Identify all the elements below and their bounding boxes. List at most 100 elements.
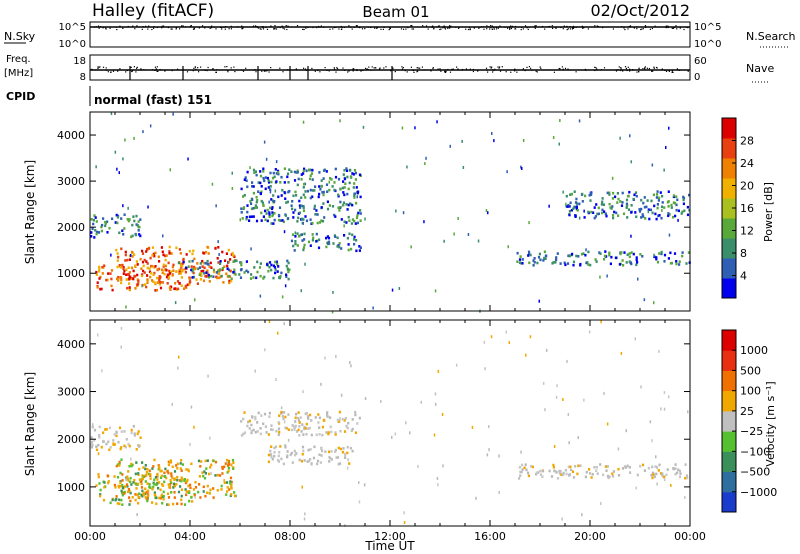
heatmap-cell bbox=[672, 467, 675, 471]
heatmap-cell bbox=[572, 260, 576, 264]
heatmap-cell bbox=[403, 521, 406, 524]
heatmap-cell bbox=[335, 456, 338, 459]
heatmap-cell bbox=[676, 198, 679, 202]
heatmap-cell bbox=[561, 517, 563, 521]
heatmap-cell bbox=[124, 250, 127, 254]
heatmap-cell bbox=[167, 471, 170, 475]
heatmap-cell bbox=[269, 185, 272, 188]
nsky-dot bbox=[215, 28, 217, 30]
heatmap-cell bbox=[116, 167, 118, 171]
heatmap-cell bbox=[309, 244, 312, 247]
heatmap-cell bbox=[347, 243, 350, 246]
heatmap-cell bbox=[566, 262, 570, 265]
heatmap-cell bbox=[604, 465, 607, 468]
heatmap-cell bbox=[125, 483, 129, 486]
heatmap-cell bbox=[125, 268, 128, 272]
heatmap-cell bbox=[324, 450, 327, 453]
heatmap-cell bbox=[603, 210, 606, 213]
heatmap-cell bbox=[270, 263, 273, 267]
heatmap-cell bbox=[223, 481, 226, 484]
heatmap-cell bbox=[182, 260, 185, 264]
heatmap-cell bbox=[134, 472, 137, 476]
heatmap-cell bbox=[245, 217, 248, 221]
heatmap-cell bbox=[565, 194, 568, 198]
heatmap-cell bbox=[349, 202, 352, 206]
heatmap-cell bbox=[166, 492, 170, 496]
nave-dot bbox=[164, 70, 166, 72]
heatmap-cell bbox=[268, 261, 272, 264]
heatmap-cell bbox=[527, 254, 530, 257]
heatmap-cell bbox=[250, 207, 253, 211]
heatmap-cell bbox=[342, 203, 345, 207]
heatmap-cell bbox=[294, 235, 297, 238]
heatmap-cell bbox=[302, 120, 305, 124]
heatmap-cell bbox=[292, 244, 295, 248]
heatmap-cell bbox=[134, 275, 137, 278]
heatmap-cell bbox=[238, 273, 241, 276]
heatmap-cell bbox=[647, 466, 650, 470]
nave-dot bbox=[452, 68, 454, 70]
heatmap-cell bbox=[325, 170, 328, 173]
nsky-dot bbox=[351, 28, 353, 30]
x-axis-label: Time UT bbox=[364, 539, 415, 553]
nave-dot bbox=[266, 70, 268, 72]
cpid-label: CPID bbox=[6, 90, 35, 103]
nave-dot bbox=[465, 68, 467, 70]
heatmap-cell bbox=[186, 478, 189, 482]
colorbar-swatch bbox=[722, 198, 736, 219]
heatmap-cell bbox=[315, 209, 318, 212]
nave-dot bbox=[270, 67, 272, 69]
heatmap-cell bbox=[143, 491, 146, 495]
heatmap-cell bbox=[670, 206, 673, 209]
heatmap-cell bbox=[276, 270, 279, 273]
heatmap-cell bbox=[544, 254, 547, 258]
heatmap-cell bbox=[653, 475, 656, 479]
heatmap-cell bbox=[169, 459, 172, 462]
heatmap-cell bbox=[201, 265, 204, 268]
nave-dot bbox=[314, 70, 316, 72]
heatmap-cell bbox=[269, 190, 272, 194]
heatmap-cell bbox=[626, 194, 630, 198]
heatmap-cell bbox=[252, 168, 256, 172]
colorbar-swatch bbox=[722, 138, 736, 159]
heatmap-cell bbox=[310, 419, 313, 422]
heatmap-cell bbox=[130, 462, 133, 466]
heatmap-cell bbox=[293, 426, 296, 429]
nsky-dot bbox=[134, 28, 136, 30]
heatmap-cell bbox=[102, 431, 105, 434]
heatmap-cell bbox=[327, 240, 330, 244]
heatmap-cell bbox=[283, 411, 286, 414]
nave-dot bbox=[279, 67, 281, 69]
nave-dot bbox=[499, 66, 501, 68]
heatmap-cell bbox=[643, 469, 646, 472]
heatmap-cell bbox=[114, 486, 117, 489]
heatmap-cell bbox=[264, 348, 266, 352]
colorbar-swatch bbox=[722, 118, 736, 139]
y-tick-label: 2000 bbox=[57, 433, 85, 446]
nave-dot bbox=[404, 70, 406, 72]
heatmap-cell bbox=[658, 196, 661, 200]
heatmap-cell bbox=[155, 496, 158, 500]
heatmap-cell bbox=[327, 236, 331, 240]
heatmap-cell bbox=[610, 255, 613, 259]
heatmap-cell bbox=[285, 275, 288, 278]
heatmap-cell bbox=[142, 130, 144, 134]
nave-dot bbox=[522, 68, 524, 70]
nave-dot bbox=[411, 69, 413, 71]
heatmap-cell bbox=[118, 498, 121, 502]
nsky-dot bbox=[193, 27, 195, 29]
heatmap-cell bbox=[617, 447, 620, 451]
heatmap-cell bbox=[163, 268, 166, 272]
nave-dot bbox=[447, 68, 449, 71]
heatmap-cell bbox=[682, 198, 685, 202]
heatmap-cell bbox=[603, 254, 607, 258]
heatmap-cell bbox=[568, 213, 571, 217]
heatmap-cell bbox=[372, 306, 374, 310]
heatmap-cell bbox=[626, 204, 629, 207]
heatmap-cell bbox=[164, 258, 167, 262]
nave-dot bbox=[451, 68, 453, 70]
heatmap-cell bbox=[142, 269, 145, 273]
heatmap-cell bbox=[117, 255, 120, 259]
heatmap-cell bbox=[291, 233, 295, 236]
heatmap-cell bbox=[173, 496, 176, 499]
